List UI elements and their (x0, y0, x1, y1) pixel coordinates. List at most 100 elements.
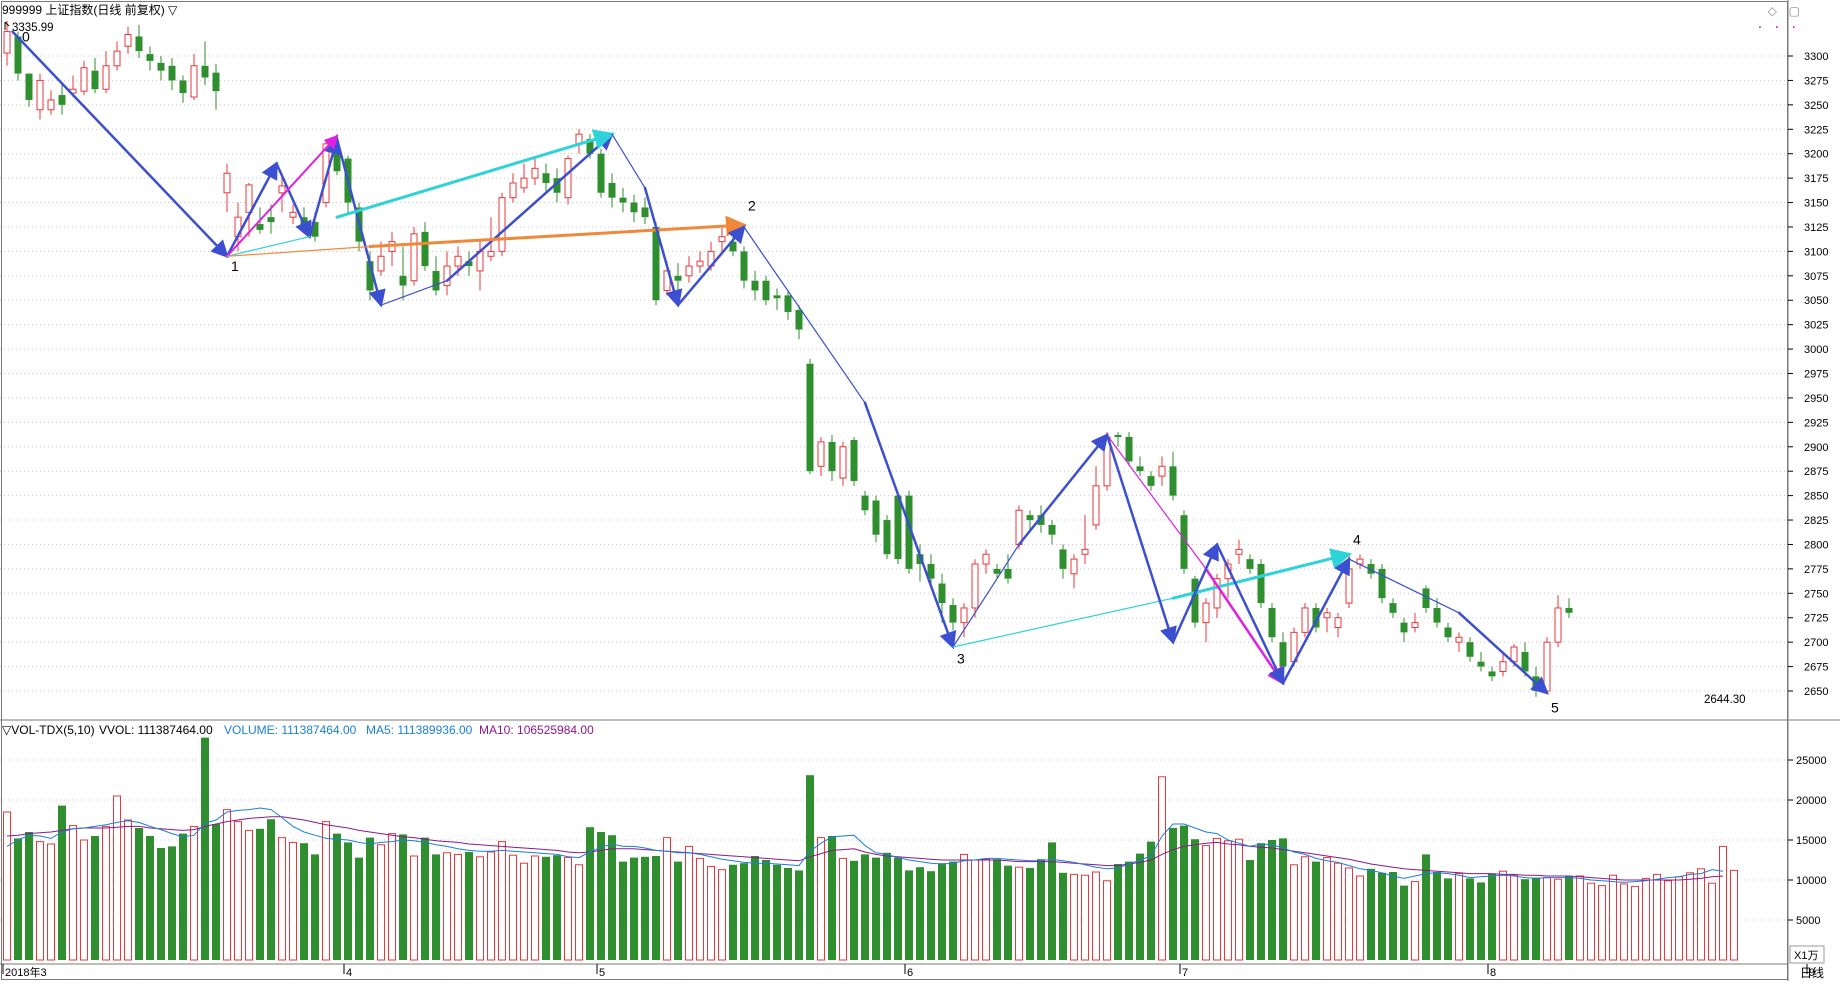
wave-line (275, 162, 312, 239)
volume-bar (1312, 861, 1320, 960)
candle-body (1147, 476, 1155, 486)
volume-bar (685, 845, 693, 961)
volume-bar (1048, 842, 1056, 960)
candle (520, 163, 528, 193)
vvol-label: VVOL: 111387464.00 (99, 723, 213, 737)
candle (1147, 471, 1155, 491)
wave-line (863, 401, 957, 650)
candle-body (696, 260, 704, 267)
price-tick-label: 3225 (1804, 124, 1828, 136)
volume-bar (707, 865, 715, 961)
volume-bar (1323, 857, 1331, 961)
volume-bar (1345, 867, 1353, 961)
volume-bar (1290, 864, 1298, 961)
candle-body (212, 72, 220, 92)
candle (157, 56, 165, 81)
volume-bar (850, 860, 858, 960)
candle-body (949, 605, 957, 623)
candle-body (333, 153, 341, 172)
price-tick-label: 3250 (1804, 100, 1828, 112)
candle-body (1257, 564, 1265, 604)
candle (399, 246, 407, 301)
candle (531, 158, 539, 185)
candle-body (1422, 588, 1430, 608)
candle-body (971, 563, 979, 609)
volume-bar (102, 825, 110, 961)
volume-bar (575, 864, 583, 961)
candle-body (1323, 612, 1331, 619)
candle-body (157, 62, 165, 71)
candle-body (817, 441, 825, 467)
volume-bar (1697, 868, 1705, 961)
volume-bar (762, 860, 770, 960)
volume-bar (1092, 871, 1100, 961)
candle-body (1367, 564, 1375, 574)
volume-bar (157, 848, 165, 960)
candle-body (1400, 622, 1408, 633)
candle (806, 358, 814, 475)
candle (1191, 575, 1199, 628)
candle-body (146, 54, 154, 61)
candle (3, 20, 11, 66)
volume-tick-label: 15000 (1796, 835, 1827, 847)
volume-bar (806, 775, 814, 960)
candle-body (1279, 642, 1287, 667)
candle-body (113, 50, 121, 67)
volume-bar (135, 828, 143, 960)
volume-bar (1543, 877, 1551, 961)
candle-body (1455, 636, 1463, 643)
volume-bar (949, 861, 957, 960)
candle-body (366, 261, 374, 291)
wave-line (226, 236, 311, 257)
candle (839, 441, 847, 486)
volume-tick-labels: 5000 10000 15000 20000 25000 (1788, 755, 1827, 927)
candle-body (410, 233, 418, 282)
volume-bar (25, 832, 33, 960)
candle (487, 217, 495, 262)
candle-body (443, 265, 451, 287)
candle-body (256, 224, 264, 230)
candle-body (861, 495, 869, 511)
window-icons[interactable]: ◇ ▢ (1767, 4, 1804, 18)
candle-body (773, 295, 781, 299)
volume-bar (344, 842, 352, 960)
candle-body (564, 158, 572, 199)
candle-body (58, 95, 66, 105)
candle (850, 437, 858, 486)
candle-body (1202, 602, 1210, 624)
high-marker-icon (4, 21, 10, 30)
candle-body (1433, 607, 1441, 623)
candle-body (784, 295, 792, 312)
candle-body (806, 363, 814, 472)
volume-bar (333, 833, 341, 960)
candle (1422, 585, 1430, 613)
volume-bar (1070, 873, 1078, 961)
volume-bar (597, 832, 605, 960)
candle (1246, 554, 1254, 574)
candle (1180, 510, 1188, 574)
volume-bar (619, 861, 627, 960)
volume-bar (168, 846, 176, 960)
chart-title[interactable]: 999999 上证指数(日线 前复权) ▽ (2, 2, 178, 17)
candle-body (1114, 435, 1122, 437)
volume-tick-label: 5000 (1796, 915, 1820, 927)
candle (1367, 559, 1375, 579)
volume-bar (520, 862, 528, 961)
candle (91, 57, 99, 94)
candle-body (1246, 559, 1254, 569)
volume-bar (124, 819, 132, 961)
volume-bar (1631, 885, 1639, 961)
candle (707, 241, 715, 271)
volume-bar (993, 859, 1001, 960)
candle-body (1048, 524, 1056, 535)
menu-dots-icon[interactable]: · · · (1757, 20, 1800, 36)
volume-bar (1158, 776, 1166, 961)
candle-body (1180, 515, 1188, 569)
candle (289, 204, 297, 225)
vol-title[interactable]: ▽VOL-TDX(5,10) (2, 723, 95, 737)
volume-bar (1444, 878, 1452, 960)
price-tick-label: 3150 (1804, 198, 1828, 210)
volume-bar (1246, 860, 1254, 960)
